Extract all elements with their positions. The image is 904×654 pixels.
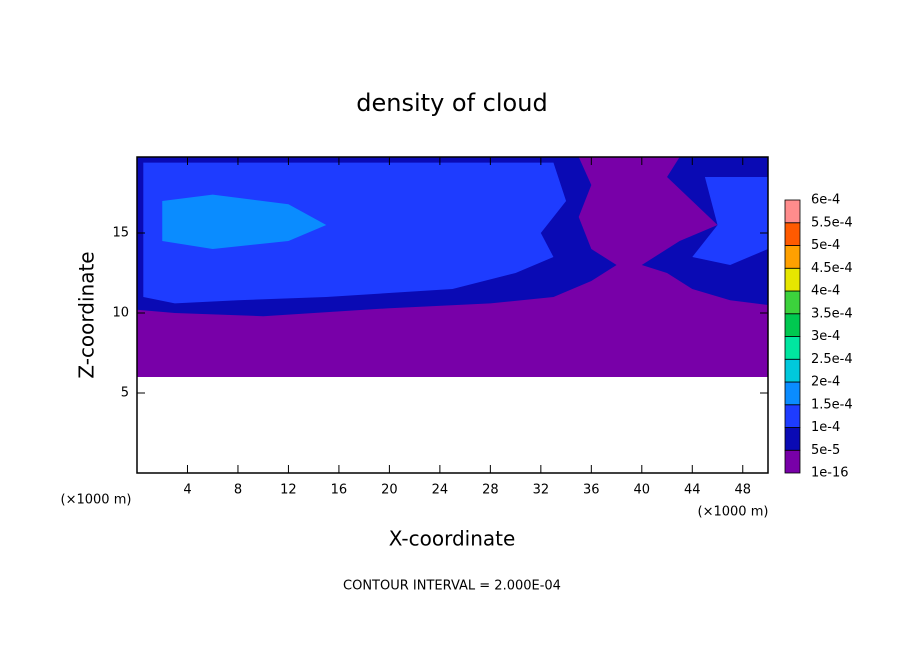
x-tick-label: 40 (634, 483, 651, 498)
colorbar-box (784, 336, 801, 360)
contour-region (162, 194, 327, 249)
colorbar-label: 1.5e-4 (811, 397, 853, 412)
colorbar-box (784, 199, 801, 224)
colorbar-label: 6e-4 (811, 193, 840, 208)
colorbar-box (784, 245, 801, 269)
x-tick-label: 8 (234, 483, 242, 498)
contour-region (692, 177, 768, 265)
colorbar-label: 4.5e-4 (811, 261, 853, 276)
colorbar-box (784, 427, 801, 451)
plot-frame (136, 156, 769, 474)
colorbar-label: 3e-4 (811, 329, 840, 344)
colorbar-label: 1e-16 (811, 466, 849, 481)
colorbar-label: 3.5e-4 (811, 306, 853, 321)
contour-region (143, 162, 567, 304)
chart-title: density of cloud (356, 89, 547, 117)
colorbar-box (784, 290, 801, 315)
y-unit: (×1000 m) (61, 493, 132, 508)
x-tick-label: 28 (482, 483, 499, 498)
colorbar-label: 5e-4 (811, 238, 840, 253)
x-tick-label: 16 (331, 483, 348, 498)
x-tick-label: 20 (381, 483, 398, 498)
colorbar-box (784, 449, 801, 474)
x-tick-label: 12 (280, 483, 297, 498)
y-tick-label: 15 (112, 226, 129, 241)
x-tick-label: 32 (533, 483, 550, 498)
colorbar-label: 1e-4 (811, 420, 840, 435)
colorbar-box (784, 267, 801, 292)
colorbar-label: 4e-4 (811, 284, 840, 299)
x-tick-label: 36 (583, 483, 600, 498)
x-unit: (×1000 m) (698, 505, 769, 520)
footnote: CONTOUR INTERVAL = 2.000E-04 (343, 579, 561, 594)
colorbar-box (784, 358, 801, 383)
colorbar-label: 2e-4 (811, 375, 840, 390)
x-axis-label: X-coordinate (389, 527, 516, 551)
y-tick-label: 10 (112, 306, 129, 321)
y-tick-label: 5 (121, 386, 129, 401)
colorbar-box (784, 404, 801, 428)
x-tick-label: 24 (432, 483, 449, 498)
colorbar-box (784, 313, 801, 337)
colorbar-label: 2.5e-4 (811, 352, 853, 367)
colorbar-label: 5e-5 (811, 443, 840, 458)
x-tick-label: 48 (734, 483, 751, 498)
colorbar-box (784, 381, 801, 406)
y-axis-label: Z-coordinate (75, 251, 99, 378)
colorbar-box (784, 222, 801, 246)
x-tick-label: 4 (183, 483, 191, 498)
x-tick-label: 44 (684, 483, 701, 498)
colorbar-label: 5.5e-4 (811, 215, 853, 230)
